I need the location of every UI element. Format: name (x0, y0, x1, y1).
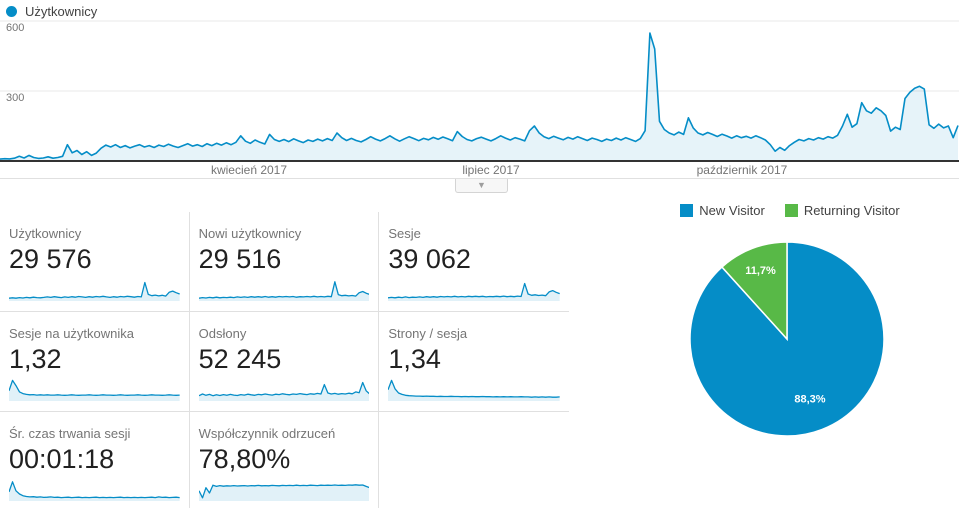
sparkline-area (198, 382, 370, 401)
sparkline-area (198, 484, 370, 501)
sparkline-line (9, 380, 180, 395)
sparkline-line (9, 482, 180, 498)
x-axis-line (0, 160, 959, 162)
x-axis-label-july: lipiec 2017 (462, 163, 520, 177)
legend-label: Returning Visitor (803, 203, 900, 218)
metric-value: 52 245 (198, 344, 282, 374)
metric-card-sessions-per-user: Sesje na użytkownika 1,32 (0, 312, 190, 412)
chevron-down-icon: ▼ (477, 180, 486, 190)
metric-card-pageviews: Odsłony 52 245 (189, 312, 380, 412)
metric-value: 39 062 (388, 244, 471, 274)
metric-sparkline (388, 278, 560, 301)
sparkline-area (388, 283, 560, 301)
metric-label[interactable]: Użytkownicy (9, 226, 82, 241)
metric-card-sessions: Sesje 39 062 (379, 212, 569, 312)
metric-label[interactable]: Współczynnik odrzuceń (198, 426, 336, 441)
sparkline-area (9, 380, 180, 401)
x-axis-date-strip: kwiecień 2017 lipiec 2017 październik 20… (0, 163, 959, 178)
sparkline-line (199, 485, 370, 498)
returning-visitor-swatch-icon (784, 204, 798, 217)
timeseries-legend-label: Użytkownicy (25, 4, 98, 19)
visitor-type-pie-chart: 88,3% 11,7% (689, 241, 885, 437)
new-visitor-swatch-icon (680, 204, 694, 217)
timeseries-legend: Użytkownicy (6, 4, 97, 19)
metric-sparkline (198, 478, 370, 501)
sparkline-area (388, 380, 560, 401)
sparkline-line (199, 282, 370, 298)
legend-item-returning-visitor: Returning Visitor (784, 203, 900, 218)
users-line (0, 32, 959, 160)
y-axis-tick-300: 300 (6, 92, 25, 104)
sparkline-line (388, 380, 560, 397)
metric-sparkline (388, 378, 560, 401)
metric-value: 1,34 (388, 344, 441, 374)
section-divider (0, 178, 959, 179)
metric-label[interactable]: Sesje na użytkownika (9, 326, 135, 341)
users-series-dot-icon (6, 6, 17, 17)
metric-value: 1,32 (9, 344, 62, 374)
metric-sparkline (9, 478, 180, 501)
y-axis-tick-600: 600 (6, 22, 25, 34)
pie-slice-label: 11,7% (745, 265, 776, 277)
legend-item-new-visitor: New Visitor (680, 203, 765, 218)
metric-card-new-users: Nowi użytkownicy 29 516 (189, 212, 380, 312)
metric-card-avg-session-duration: Śr. czas trwania sesji 00:01:18 (0, 412, 190, 508)
metric-card-bounce-rate: Współczynnik odrzuceń 78,80% (190, 412, 380, 508)
x-axis-label-april: kwiecień 2017 (210, 163, 288, 177)
users-over-time-plot (0, 20, 959, 161)
metric-value: 78,80% (198, 444, 291, 474)
metrics-grid: Użytkownicy 29 576 Nowi użytkownicy 29 5… (0, 212, 569, 508)
pie-slice-new-visitor (689, 241, 885, 437)
sparkline-area (9, 481, 180, 501)
sparkline-line (199, 383, 370, 396)
metric-value: 29 516 (198, 244, 282, 274)
pie-legend: New Visitor Returning Visitor (640, 203, 940, 218)
metric-label[interactable]: Nowi użytkownicy (198, 226, 302, 241)
sparkline-line (9, 283, 180, 299)
users-over-time-chart (0, 20, 959, 162)
sparkline-area (9, 282, 180, 301)
metric-label[interactable]: Odsłony (198, 326, 247, 341)
metric-card-users: Użytkownicy 29 576 (0, 212, 190, 312)
metric-label[interactable]: Sesje (388, 226, 421, 241)
sparkline-line (388, 284, 560, 298)
metric-sparkline (9, 278, 180, 301)
x-axis-label-october: październik 2017 (696, 163, 788, 177)
metric-sparkline (198, 278, 370, 301)
collapse-chart-button[interactable]: ▼ (455, 179, 508, 193)
metric-label[interactable]: Śr. czas trwania sesji (9, 426, 131, 441)
sparkline-area (198, 281, 370, 301)
pie-slice-returning-visitor (720, 241, 788, 341)
metric-sparkline (198, 378, 370, 401)
pie-slice-label: 88,3% (794, 394, 825, 406)
users-area (0, 33, 958, 161)
metric-card-pages-per-session: Strony / sesja 1,34 (379, 312, 569, 412)
metric-label[interactable]: Strony / sesja (388, 326, 468, 341)
legend-label: New Visitor (699, 203, 765, 218)
metric-value: 00:01:18 (9, 444, 115, 474)
metric-sparkline (9, 378, 180, 401)
metric-value: 29 576 (9, 244, 92, 274)
